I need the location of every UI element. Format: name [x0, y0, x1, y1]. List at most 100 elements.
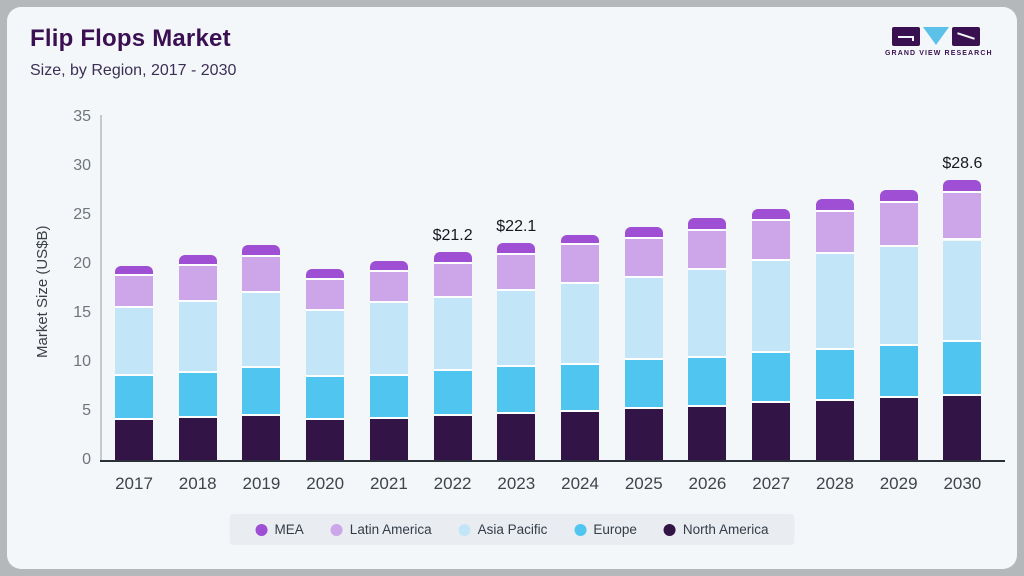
bar-segment-asia-pacific-2019	[242, 293, 281, 368]
y-tick-label: 0	[82, 451, 91, 468]
bar-segment-north-america-2024	[561, 411, 600, 460]
y-tick-label: 35	[73, 108, 91, 125]
bar-segment-europe-2020	[306, 376, 345, 420]
bar-segment-europe-2024	[561, 364, 600, 412]
x-axis-label-2025: 2025	[624, 474, 663, 493]
bar-2026	[688, 117, 727, 460]
x-axis-label-2020: 2020	[306, 474, 345, 493]
bar-segment-europe-2030	[943, 342, 982, 397]
bar-2021	[369, 117, 408, 460]
bar-segment-europe-2019	[242, 367, 281, 416]
bar-segment-europe-2026	[688, 358, 727, 408]
bar-segment-asia-pacific-2017	[115, 308, 153, 376]
bar-segment-europe-2018	[178, 372, 217, 418]
bar-segment-mea-2019	[242, 245, 281, 258]
bar-segment-asia-pacific-2026	[688, 269, 727, 359]
logo-caption: GRAND VIEW RESEARCH	[885, 50, 993, 57]
bar-segment-north-america-2030	[943, 396, 982, 460]
bar-segment-asia-pacific-2023	[497, 291, 536, 367]
bar-segment-north-america-2026	[688, 407, 727, 460]
bar-segment-latin-america-2019	[242, 257, 281, 294]
y-axis-line	[100, 115, 102, 460]
bar-segment-north-america-2023	[497, 413, 536, 460]
bar-2028	[815, 117, 854, 460]
legend-item-latin-america: Latin America	[330, 522, 432, 537]
bar-segment-mea-2018	[178, 255, 217, 266]
bar-segment-mea-2021	[369, 261, 408, 272]
bar-segment-mea-2017	[115, 265, 153, 276]
bar-segment-asia-pacific-2020	[306, 311, 345, 377]
bar-segment-north-america-2021	[369, 418, 408, 460]
bar-segment-asia-pacific-2029	[879, 247, 918, 347]
x-axis-label-2021: 2021	[369, 474, 408, 493]
legend-label: Europe	[593, 522, 637, 537]
bar-segment-latin-america-2028	[815, 212, 854, 255]
value-label-2022: $21.2	[432, 227, 473, 245]
bar-segment-asia-pacific-2022	[433, 298, 472, 371]
bar-segment-asia-pacific-2030	[943, 240, 982, 343]
bar-segment-asia-pacific-2027	[752, 261, 791, 354]
bar-segment-latin-america-2018	[178, 265, 217, 303]
legend-item-asia-pacific: Asia Pacific	[458, 522, 548, 537]
bar-segment-north-america-2019	[242, 415, 281, 460]
bar-segment-mea-2026	[688, 217, 727, 231]
bar-segment-north-america-2025	[624, 409, 663, 460]
x-axis-label-2027: 2027	[752, 474, 791, 493]
legend-label: Asia Pacific	[477, 522, 548, 537]
bar-segment-mea-2023	[497, 243, 536, 256]
x-axis-label-2017: 2017	[115, 474, 153, 493]
bar-2030	[943, 117, 982, 460]
logo-r-glyph	[957, 31, 975, 40]
x-axis-label-2018: 2018	[178, 474, 217, 493]
bar-segment-latin-america-2029	[879, 203, 918, 248]
bar-segment-mea-2030	[943, 179, 982, 194]
bar-segment-north-america-2022	[433, 415, 472, 460]
x-axis-label-2019: 2019	[242, 474, 281, 493]
bar-segment-asia-pacific-2024	[561, 283, 600, 365]
value-label-2030: $28.6	[942, 154, 983, 172]
bar-segment-asia-pacific-2018	[178, 302, 217, 373]
bar-2029	[879, 117, 918, 460]
bar-segment-asia-pacific-2021	[369, 303, 408, 376]
bar-2027	[752, 117, 791, 460]
bar-segment-europe-2022	[433, 370, 472, 416]
bar-segment-latin-america-2026	[688, 230, 727, 270]
bar-segment-europe-2029	[879, 346, 918, 399]
bar-2024	[561, 117, 600, 460]
bar-segment-asia-pacific-2025	[624, 277, 663, 361]
logo-v-triangle-icon	[923, 26, 949, 45]
bar-segment-latin-america-2017	[115, 275, 153, 309]
bar-segment-mea-2027	[752, 209, 791, 221]
y-tick-label: 25	[73, 206, 91, 223]
bar-segment-north-america-2028	[815, 401, 854, 460]
bar-segment-north-america-2027	[752, 403, 791, 460]
bar-segment-mea-2024	[561, 234, 600, 246]
x-axis-label-2022: 2022	[433, 474, 472, 493]
bar-2018	[178, 117, 217, 460]
bar-segment-europe-2027	[752, 353, 791, 404]
y-tick-label: 15	[73, 304, 91, 321]
bar-2020	[306, 117, 345, 460]
bar-segment-mea-2025	[624, 226, 663, 239]
bar-segment-north-america-2018	[178, 417, 217, 460]
legend-dot-icon	[663, 523, 676, 536]
logo-g-square-icon	[892, 26, 920, 46]
bar-segment-latin-america-2030	[943, 193, 982, 241]
bar-segment-latin-america-2020	[306, 279, 345, 312]
legend-label: North America	[682, 522, 769, 537]
x-axis-line	[100, 460, 1005, 462]
legend-item-north-america: North America	[663, 522, 769, 537]
legend-dot-icon	[574, 523, 587, 536]
bar-segment-europe-2021	[369, 375, 408, 419]
logo-mark	[885, 26, 987, 46]
plot-area: $21.2 $22.1 $28.6	[100, 117, 1005, 460]
bar-2017	[115, 117, 153, 460]
legend-dot-icon	[255, 523, 268, 536]
bar-segment-mea-2028	[815, 199, 854, 213]
y-tick-label: 10	[73, 353, 91, 370]
bar-segment-latin-america-2023	[497, 255, 536, 292]
logo-r-square-icon	[952, 26, 980, 46]
chart-card: Flip Flops Market Size, by Region, 2017 …	[7, 7, 1017, 569]
bar-segment-latin-america-2027	[752, 220, 791, 262]
bar-segment-latin-america-2024	[561, 245, 600, 284]
